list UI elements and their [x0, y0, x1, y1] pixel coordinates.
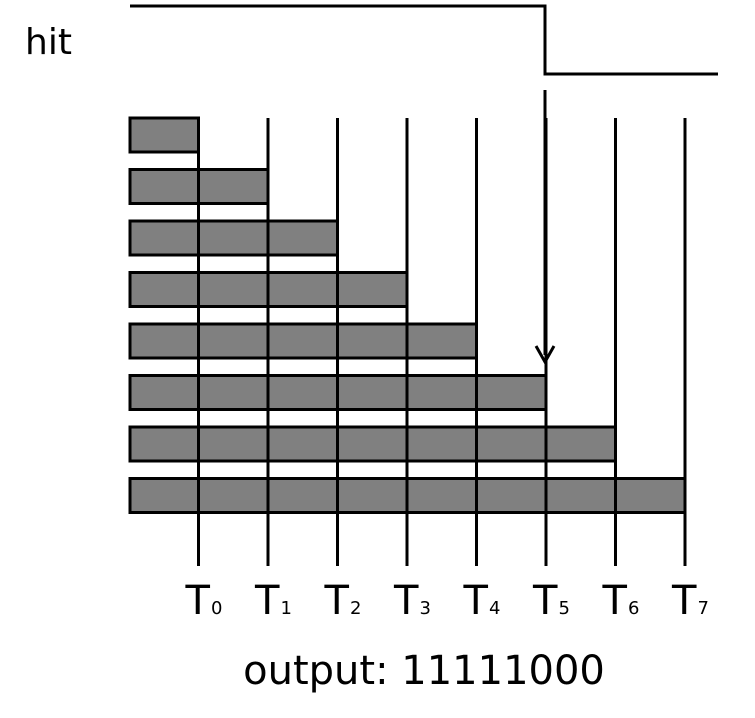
tap-label-6: T6 — [602, 578, 640, 624]
delay-bar-6 — [128, 425, 617, 463]
delay-bar-4 — [128, 322, 478, 360]
hit-signal: hit — [25, 4, 718, 366]
tap-label-2: T2 — [324, 578, 362, 624]
tap-label-7: T7 — [671, 578, 709, 624]
tap-label-3: T3 — [393, 578, 431, 624]
tap-labels: T0 T1 T2 T3 T4 T5 T6 T7 — [185, 578, 709, 624]
tap-lines — [197, 118, 687, 566]
tap-label-0: T0 — [185, 578, 223, 624]
hit-waveform — [130, 4, 718, 76]
delay-bar-0 — [128, 116, 200, 154]
tap-label-5: T5 — [532, 578, 570, 624]
hit-label: hit — [25, 22, 72, 63]
output-label: output: 11111000 — [243, 648, 605, 694]
arrow-down-icon — [534, 345, 556, 366]
tap-label-1: T1 — [254, 578, 292, 624]
delay-bar-2 — [128, 219, 339, 257]
tap-label-4: T4 — [463, 578, 501, 624]
